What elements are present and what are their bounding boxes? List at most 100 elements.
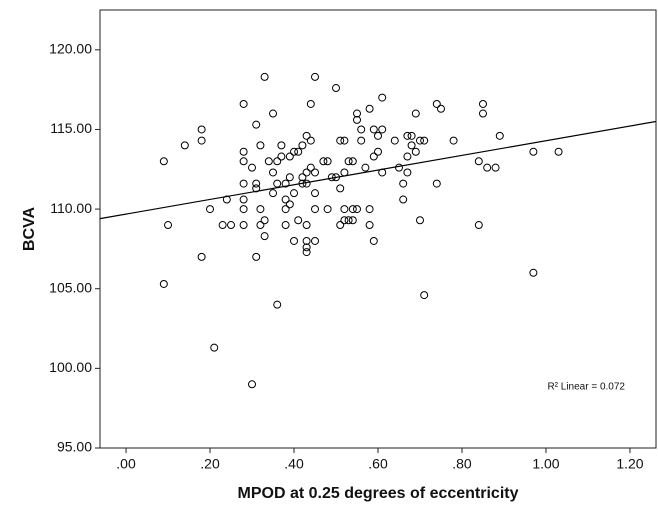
data-point	[302, 168, 311, 177]
data-point	[348, 157, 357, 166]
data-point	[323, 157, 332, 166]
data-point	[290, 147, 299, 156]
data-point	[353, 115, 362, 124]
data-point	[340, 136, 349, 145]
x-axis-title: MPOD at 0.25 degrees of eccentricity	[238, 485, 519, 502]
y-tick-label: 100.00	[49, 359, 92, 375]
data-point	[248, 380, 257, 389]
data-point	[399, 195, 408, 204]
data-point	[436, 104, 445, 113]
data-point	[353, 109, 362, 118]
data-point	[239, 205, 248, 214]
data-point	[281, 195, 290, 204]
data-point	[478, 99, 487, 108]
data-point	[159, 157, 168, 166]
data-point	[306, 163, 315, 172]
x-tick-label: .80	[452, 456, 472, 472]
data-point	[302, 179, 311, 188]
data-point	[269, 109, 278, 118]
data-point	[222, 195, 231, 204]
x-tick-label: .40	[284, 456, 304, 472]
data-point	[411, 109, 420, 118]
data-point	[483, 163, 492, 172]
data-point	[344, 216, 353, 225]
r2-annotation: R² Linear = 0.072	[547, 382, 625, 393]
data-point	[197, 136, 206, 145]
data-point	[252, 252, 261, 261]
data-point	[554, 147, 563, 156]
data-point	[449, 136, 458, 145]
data-point	[529, 147, 538, 156]
x-tick-label: 1.00	[532, 456, 559, 472]
data-point	[399, 179, 408, 188]
data-point	[260, 216, 269, 225]
data-point	[260, 72, 269, 81]
data-point	[311, 168, 320, 177]
data-point	[323, 205, 332, 214]
data-point	[281, 205, 290, 214]
data-point	[273, 179, 282, 188]
data-point	[248, 163, 257, 172]
data-point	[474, 221, 483, 230]
data-point	[206, 205, 215, 214]
data-point	[336, 221, 345, 230]
data-point	[210, 343, 219, 352]
y-axis-title: BCVA	[21, 206, 38, 251]
data-point	[311, 236, 320, 245]
data-point	[269, 168, 278, 177]
data-point	[256, 205, 265, 214]
data-point	[285, 173, 294, 182]
data-point	[302, 243, 311, 252]
y-tick-label: 115.00	[50, 120, 92, 136]
data-point	[277, 152, 286, 161]
data-point	[285, 200, 294, 209]
data-point	[252, 179, 261, 188]
y-tick-label: 105.00	[49, 279, 92, 295]
data-point	[378, 93, 387, 102]
data-point	[365, 104, 374, 113]
data-point	[415, 136, 424, 145]
data-point	[239, 99, 248, 108]
data-point	[344, 157, 353, 166]
data-point	[340, 168, 349, 177]
data-point	[432, 179, 441, 188]
fit-line	[99, 120, 657, 220]
data-point	[311, 205, 320, 214]
data-point	[340, 205, 349, 214]
data-point	[478, 109, 487, 118]
data-point	[180, 141, 189, 150]
data-point	[407, 131, 416, 140]
data-point	[319, 157, 328, 166]
data-point	[256, 221, 265, 230]
data-point	[306, 136, 315, 145]
data-point	[197, 125, 206, 134]
data-point	[311, 72, 320, 81]
data-point	[390, 136, 399, 145]
data-point	[365, 205, 374, 214]
data-point	[298, 141, 307, 150]
data-point	[239, 195, 248, 204]
data-point	[256, 141, 265, 150]
data-point	[340, 216, 349, 225]
data-point	[348, 216, 357, 225]
data-point	[302, 221, 311, 230]
x-tick-label: .00	[116, 456, 136, 472]
data-point	[415, 216, 424, 225]
data-point	[277, 141, 286, 150]
data-point	[252, 184, 261, 193]
data-point	[281, 221, 290, 230]
data-point	[353, 205, 362, 214]
data-point	[365, 221, 374, 230]
data-point	[336, 184, 345, 193]
data-point	[306, 99, 315, 108]
data-point	[332, 173, 341, 182]
data-point	[285, 152, 294, 161]
data-point	[290, 189, 299, 198]
data-point	[407, 141, 416, 150]
data-point	[432, 99, 441, 108]
data-point	[491, 163, 500, 172]
data-point	[294, 216, 303, 225]
y-tick-label: 95.00	[57, 439, 92, 455]
x-tick-label: .20	[200, 456, 220, 472]
data-point	[302, 248, 311, 257]
